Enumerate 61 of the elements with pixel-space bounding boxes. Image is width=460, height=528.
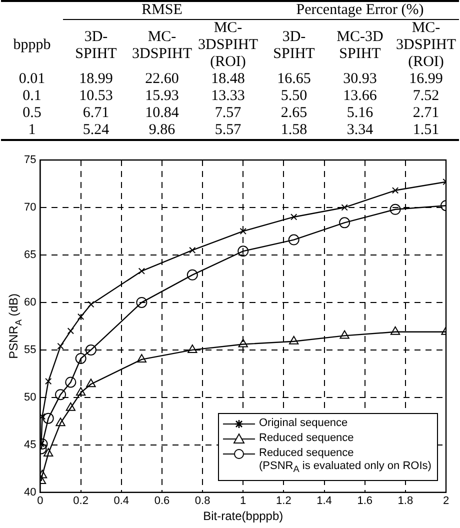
text: 2.71 [412, 105, 440, 122]
text: 2.65 [280, 105, 308, 122]
x-tick-label: 1.6 [357, 495, 372, 508]
x-axis-title: Bit-rate(bpppb) [203, 509, 284, 524]
x-tick-label: 0.8 [194, 495, 210, 508]
text: 18.48 [210, 71, 246, 88]
y-tick-label: 45 [24, 438, 36, 451]
legend-label: Reduced sequence (PSNR$_{A}$ is evaluated only on ROIs) [259, 447, 432, 477]
text: 5.16 [346, 105, 374, 122]
y-tick-label: 70 [24, 202, 36, 214]
legend-label: Reduced sequence [259, 432, 354, 446]
y-tick-label: 40 [24, 486, 36, 498]
y-tick-label: 55 [24, 344, 36, 356]
text: 5.24 [82, 122, 110, 140]
y-tick-label: 65 [24, 249, 36, 262]
text: 10.53 [78, 88, 114, 105]
y-axis-title: PSNRA (dB) [6, 294, 24, 359]
text: MC-3DSPIHT (ROI) [394, 20, 457, 71]
text: 10.84 [144, 105, 180, 122]
text: 22.60 [144, 71, 180, 88]
x-tick-label: 0.6 [154, 495, 170, 508]
text: 7.57 [214, 105, 242, 122]
text: 16.99 [408, 71, 444, 88]
text: 3.34 [346, 122, 374, 140]
x-tick-label: 1 [240, 495, 246, 508]
text: 6.71 [82, 105, 110, 122]
text: 5.57 [214, 122, 242, 140]
text: 0.5 [22, 105, 42, 122]
text: 3D-SPIHT [272, 28, 316, 64]
text: 30.93 [342, 71, 378, 88]
text: 5.50 [280, 88, 308, 105]
y-tick-label: 75 [24, 154, 36, 166]
text: 0.01 [18, 71, 46, 88]
text: 13.33 [210, 88, 246, 105]
text: 18.99 [78, 71, 114, 88]
text: MC-3DSPIHT [130, 28, 193, 64]
text: 1.51 [412, 122, 440, 140]
text: 13.66 [342, 88, 378, 105]
y-tick-label: 60 [24, 296, 36, 308]
legend-label: Original sequence [259, 417, 348, 430]
text: 15.93 [144, 88, 180, 105]
x-tick-label: 0.4 [114, 495, 130, 508]
y-tick-label: 50 [24, 391, 36, 404]
text: 1 [27, 122, 37, 140]
x-tick-label: 1.2 [276, 495, 292, 508]
text: 3D-SPIHT [74, 28, 118, 64]
text: MC-3D SPIHT [336, 28, 384, 64]
text: MC-3DSPIHT (ROI) [196, 20, 259, 71]
x-tick-label: 0 [37, 495, 44, 508]
text: Percentage Error (%) [261, 1, 459, 20]
text: 16.65 [276, 71, 312, 88]
x-tick-label: 1.4 [316, 495, 332, 508]
x-tick-label: 0.2 [73, 495, 88, 508]
text: 7.52 [412, 88, 440, 105]
text: 9.86 [148, 122, 176, 140]
x-tick-label: 1.8 [398, 495, 414, 508]
text: 0.1 [22, 88, 42, 105]
text: 1.58 [280, 122, 308, 140]
text: bpppb [12, 36, 52, 55]
x-tick-label: 2 [442, 495, 450, 508]
text: RMSE [63, 1, 261, 20]
